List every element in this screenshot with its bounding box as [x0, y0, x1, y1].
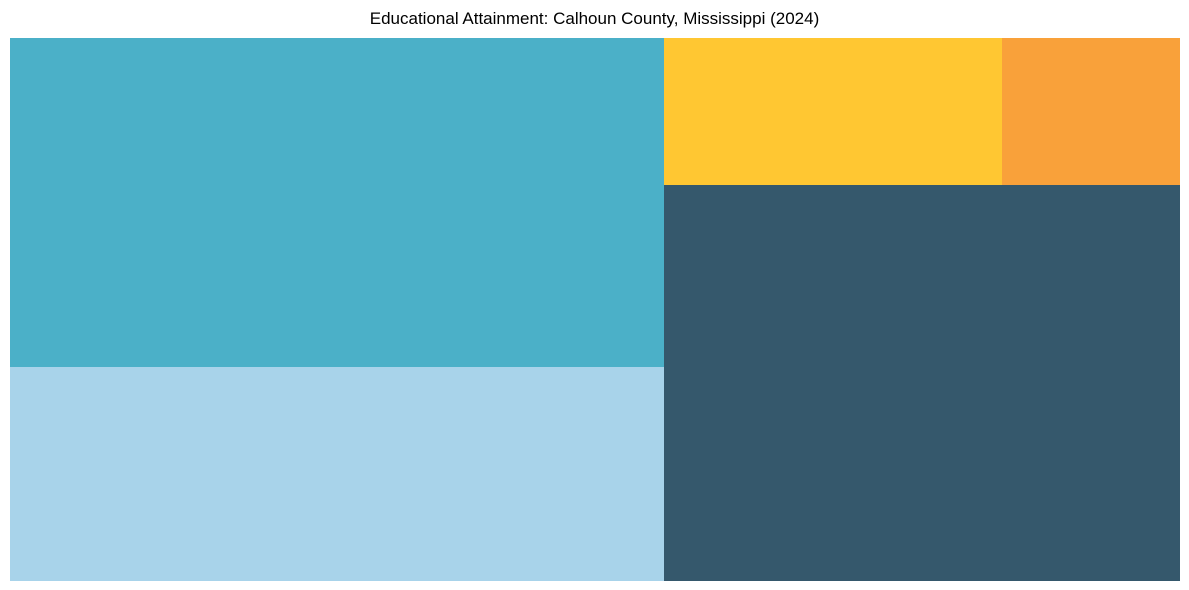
chart-title: Educational Attainment: Calhoun County, …: [369, 9, 820, 28]
treemap-segment-1-teal[interactable]: [10, 38, 665, 367]
treemap-segment-3-light-blue[interactable]: [10, 366, 665, 581]
treemap-plot: [10, 38, 1180, 581]
treemap-segment-2-dark-slate[interactable]: [664, 184, 1180, 581]
treemap-segment-4-yellow[interactable]: [664, 38, 1003, 185]
treemap-segment-5-orange[interactable]: [1002, 38, 1180, 185]
